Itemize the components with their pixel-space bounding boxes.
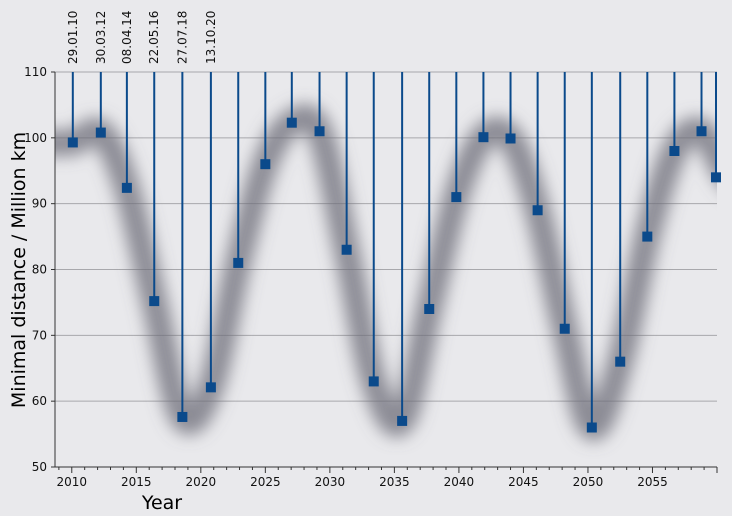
date-labels: 29.01.10 30.03.12 08.04.14 22.05.16 27.07.18…	[66, 11, 218, 64]
data-point-10	[341, 244, 352, 255]
data-point-14	[451, 192, 462, 203]
x-tick-label-2045: 2045	[508, 475, 539, 489]
x-tick-label-2025: 2025	[250, 475, 281, 489]
data-point-22	[669, 146, 680, 156]
data-point-5	[205, 382, 216, 393]
data-point-17	[532, 205, 543, 216]
date-label-4: 27.07.18	[175, 11, 189, 64]
data-point-19	[586, 422, 597, 433]
data-point-20	[615, 356, 626, 367]
data-point-4	[177, 411, 188, 422]
y-tick-label-50: 50	[32, 460, 47, 474]
date-label-3: 22.05.16	[147, 11, 161, 64]
data-point-9	[314, 126, 325, 137]
data-point-15	[478, 132, 489, 143]
trend-band-path	[55, 104, 717, 441]
data-point-1	[95, 127, 106, 138]
x-tick-label-2030: 2030	[315, 475, 346, 489]
date-label-1: 30.03.12	[94, 11, 108, 64]
data-point-13	[424, 304, 435, 314]
date-label-2: 08.04.14	[120, 11, 134, 64]
trend-band	[55, 104, 717, 441]
data-point-2	[121, 182, 132, 193]
x-tick-label-2035: 2035	[379, 475, 410, 489]
y-tick-label-90: 90	[32, 197, 47, 211]
data-point-0	[67, 137, 78, 148]
y-tick-label-100: 100	[24, 131, 47, 145]
data-point-12	[397, 415, 408, 426]
x-tick-label-2040: 2040	[444, 475, 475, 489]
data-point-16	[505, 133, 516, 144]
date-label-5: 13.10.20	[204, 11, 218, 64]
y-tick-label-110: 110	[24, 65, 47, 79]
markers	[67, 117, 721, 433]
data-point-11	[368, 376, 379, 387]
y-tick-label-80: 80	[32, 263, 47, 277]
data-point-24	[711, 172, 721, 183]
y-tick-label-60: 60	[32, 394, 47, 408]
date-label-0: 29.01.10	[66, 11, 80, 64]
axes: 50 60 70 80 90 100 110 2010 2015 2020 2025 2030 2035…	[24, 65, 718, 489]
data-point-23	[696, 126, 707, 137]
data-point-7	[260, 159, 271, 170]
y-tick-label-70: 70	[32, 328, 47, 342]
x-tick-label-2050: 2050	[573, 475, 604, 489]
data-point-3	[149, 296, 160, 307]
data-point-21	[642, 231, 653, 242]
stems	[71, 72, 717, 428]
y-axis-title: Minimal distance / Million km	[8, 132, 30, 408]
x-tick-label-2010: 2010	[57, 475, 88, 489]
x-axis-title: Year	[141, 492, 182, 514]
x-tick-label-2015: 2015	[121, 475, 152, 489]
x-tick-label-2055: 2055	[637, 475, 668, 489]
x-tick-label-2020: 2020	[186, 475, 217, 489]
data-point-18	[559, 323, 570, 334]
data-point-6	[233, 257, 244, 268]
data-point-8	[286, 117, 297, 128]
